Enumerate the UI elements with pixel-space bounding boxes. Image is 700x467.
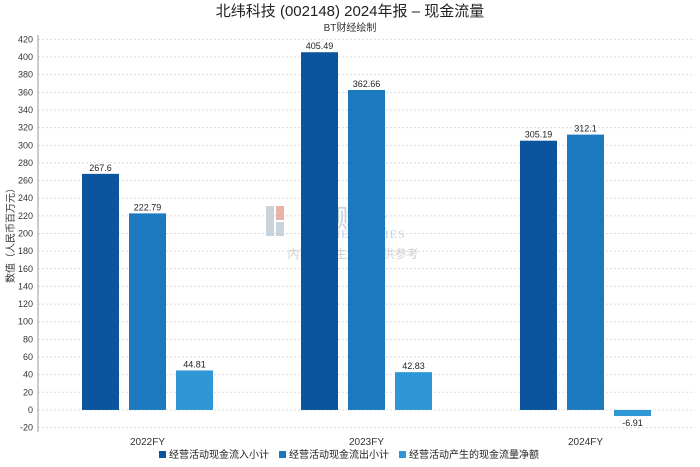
- data-label: 405.49: [306, 41, 334, 51]
- y-tick-label: 120: [18, 299, 33, 309]
- bar: [614, 409, 651, 417]
- y-tick-label: 20: [23, 387, 33, 397]
- y-tick-label: 220: [18, 211, 33, 221]
- bar: [567, 134, 604, 410]
- data-label: 42.83: [402, 361, 425, 371]
- y-tick-label: 240: [18, 193, 33, 203]
- legend-swatch: [159, 451, 166, 458]
- data-label: 222.79: [134, 202, 162, 212]
- bar: [395, 372, 432, 410]
- y-tick-label: 0: [28, 405, 33, 415]
- y-tick-label: -20: [20, 423, 33, 433]
- x-category-label: 2024FY: [568, 437, 603, 448]
- data-label: 267.6: [89, 163, 112, 173]
- y-tick-label: 80: [23, 334, 33, 344]
- bar: [82, 173, 119, 410]
- bar: [301, 52, 338, 410]
- bar: [176, 370, 213, 410]
- y-tick-label: 300: [18, 140, 33, 150]
- bar: [520, 140, 557, 410]
- legend-item: 经营活动现金流出小计: [289, 448, 389, 461]
- x-category-label: 2022FY: [130, 437, 165, 448]
- data-labels: 267.6 222.79 44.81 405.49 362.66 42.83 305.19 3…: [89, 41, 643, 428]
- y-tick-label: 260: [18, 176, 33, 186]
- bar: [129, 213, 166, 410]
- y-tick-label: 340: [18, 105, 33, 115]
- y-axis-label: 数值（人民币百万元）: [4, 183, 17, 283]
- data-label: 44.81: [183, 359, 206, 369]
- y-tick-label: 60: [23, 352, 33, 362]
- y-tick-label: 100: [18, 317, 33, 327]
- y-tick-label: 200: [18, 229, 33, 239]
- x-category-label: 2023FY: [349, 437, 384, 448]
- y-tick-label: 140: [18, 281, 33, 291]
- data-label: 305.19: [525, 130, 553, 140]
- y-tick-label: 380: [18, 70, 33, 80]
- chart-title: 北纬科技 (002148) 2024年报 – 现金流量: [216, 3, 484, 20]
- legend-item: 经营活动产生的现金流量净额: [409, 448, 539, 461]
- y-tick-label: 160: [18, 264, 33, 274]
- watermark: BT财经 BUSINESSTIMES 内容由AI生成，仅供参考: [266, 205, 419, 261]
- y-tick-label: 320: [18, 123, 33, 133]
- y-tick-label: 360: [18, 87, 33, 97]
- y-tick-label: 40: [23, 370, 33, 380]
- y-axis-ticks: -20 0 20 40 60 80 100 120 140 160 180 200 220 240 260 2…: [18, 34, 33, 432]
- legend: 经营活动现金流入小计 经营活动现金流出小计 经营活动产生的现金流量净额: [159, 448, 539, 461]
- data-label: 312.1: [574, 124, 597, 134]
- data-label: -6.91: [622, 418, 643, 428]
- legend-item: 经营活动现金流入小计: [169, 448, 269, 461]
- y-tick-label: 400: [18, 52, 33, 62]
- chart-subtitle: BT财经绘制: [324, 21, 377, 34]
- y-tick-label: 180: [18, 246, 33, 256]
- x-axis-categories: 2022FY 2023FY 2024FY: [130, 437, 603, 448]
- legend-swatch: [399, 451, 406, 458]
- y-tick-label: 280: [18, 158, 33, 168]
- bars: [82, 52, 651, 417]
- legend-swatch: [279, 451, 286, 458]
- bar: [348, 89, 385, 410]
- data-label: 362.66: [353, 79, 381, 89]
- y-tick-label: 420: [18, 34, 33, 44]
